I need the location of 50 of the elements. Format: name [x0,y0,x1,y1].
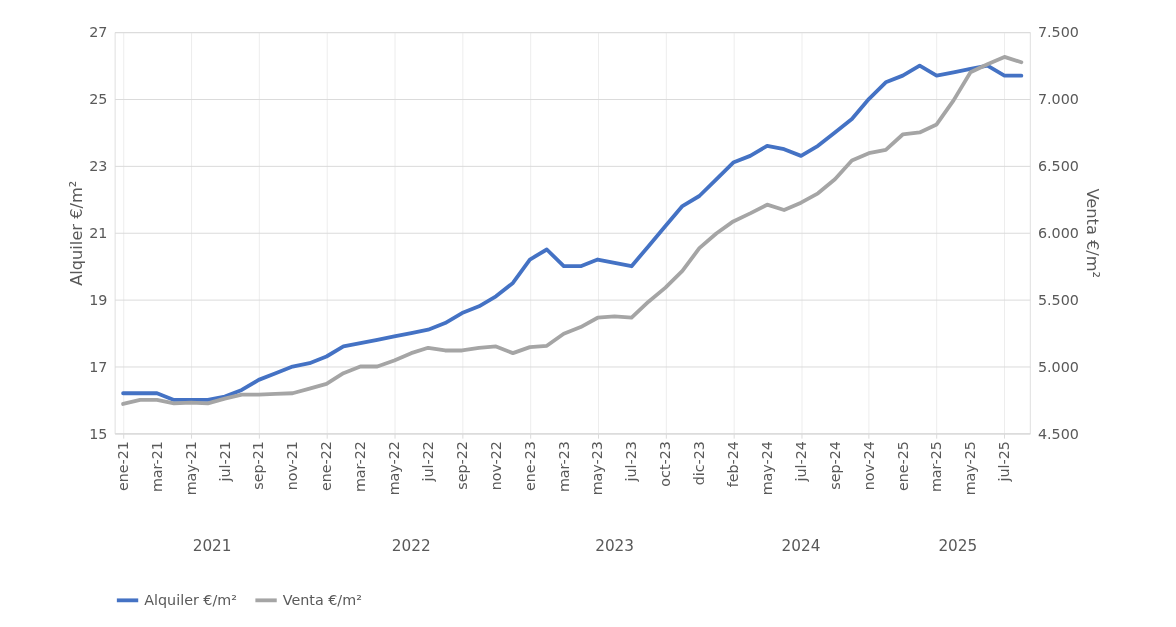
x-tick-label: sep-21 [250,441,267,490]
x-tick-label: mar-25 [928,441,945,493]
x-tick-label: nov-21 [284,441,301,491]
x-tick-label: may-21 [182,441,199,496]
y-tick-label: 25 [89,91,108,108]
y-tick-label: 19 [89,291,108,308]
x-tick-label: may-23 [589,441,606,496]
x-tick-label: jul-22 [419,441,436,483]
legend-label: Alquiler €/m² [144,592,237,609]
y-tick-label: 27 [89,24,108,41]
legend-label: Venta €/m² [282,592,362,609]
text: 2025 [938,536,978,555]
x-tick-label: ene-25 [894,441,911,492]
x-tick-label: jul-23 [623,441,640,483]
y2-tick-label: 5.000 [1037,358,1079,375]
x-tick-label: nov-24 [860,441,877,491]
y2-tick-label: 5.500 [1037,291,1079,308]
y2-tick-label: 4.500 [1037,425,1079,442]
x-tick-label: mar-22 [352,441,369,493]
x-tick-label: dic-23 [691,441,708,486]
x-tick-label: feb-24 [725,441,742,488]
x-tick-label: jul-24 [792,441,809,483]
y-tick-label: 17 [89,358,108,375]
x-tick-label: may-22 [386,441,403,496]
y-tick-label: 15 [89,425,108,442]
y2-tick-label: 7.500 [1037,24,1079,41]
x-tick-label: nov-22 [487,441,504,491]
x-tick-label: mar-21 [148,441,165,493]
text: 2021 [192,536,232,555]
x-tick-label: jul-25 [996,441,1013,483]
x-tick-label: jul-21 [216,441,233,483]
text: 2023 [595,536,635,555]
x-tick-label: oct-23 [657,441,674,487]
y2-axis-title: Venta €/m² [1082,188,1102,279]
x-tick-label: mar-23 [555,441,572,493]
x-tick-label: ene-21 [114,441,131,492]
y-axis-title: Alquiler €/m² [66,180,86,286]
x-tick-label: may-25 [962,441,979,496]
y-tick-label: 23 [89,158,108,175]
y-tick-label: 21 [89,225,108,242]
x-tick-label: may-24 [758,441,775,496]
x-tick-label: sep-24 [826,441,843,490]
x-tick-label: ene-22 [318,441,335,492]
y2-tick-label: 6.500 [1037,158,1079,175]
x-tick-label: sep-22 [453,441,470,490]
y2-tick-label: 7.000 [1037,91,1079,108]
text: 2024 [781,536,821,555]
y2-tick-label: 6.000 [1037,225,1079,242]
x-tick-label: ene-23 [521,441,538,492]
text: 2022 [391,536,431,555]
